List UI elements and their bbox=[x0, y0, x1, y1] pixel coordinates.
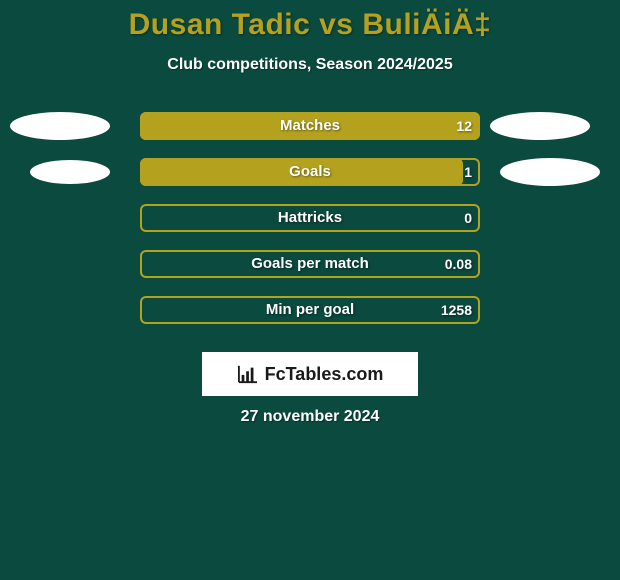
stat-row: Goals1 bbox=[0, 158, 620, 186]
barchart-icon bbox=[237, 364, 259, 384]
page-title: Dusan Tadic vs BuliÄiÄ‡ bbox=[0, 0, 620, 42]
bar-track bbox=[140, 250, 480, 278]
right-ellipse bbox=[490, 112, 590, 140]
stat-row: Min per goal1258 bbox=[0, 296, 620, 324]
date-line: 27 november 2024 bbox=[0, 408, 620, 426]
right-ellipse bbox=[500, 158, 600, 186]
bar-fill bbox=[140, 112, 480, 140]
stat-row: Hattricks0 bbox=[0, 204, 620, 232]
logo-box: FcTables.com bbox=[202, 352, 418, 396]
subtitle: Club competitions, Season 2024/2025 bbox=[0, 56, 620, 74]
stat-bars: Matches12 Goals1 Hattricks0 Goals per match… bbox=[0, 112, 620, 324]
logo-text: FcTables.com bbox=[265, 364, 384, 385]
bar-fill bbox=[140, 158, 463, 186]
left-ellipse bbox=[10, 112, 110, 140]
left-ellipse bbox=[30, 160, 110, 184]
comparison-card: Dusan Tadic vs BuliÄiÄ‡ Club competition… bbox=[0, 0, 620, 580]
bar-track bbox=[140, 296, 480, 324]
stat-row: Goals per match0.08 bbox=[0, 250, 620, 278]
bar-track bbox=[140, 204, 480, 232]
stat-row: Matches12 bbox=[0, 112, 620, 140]
